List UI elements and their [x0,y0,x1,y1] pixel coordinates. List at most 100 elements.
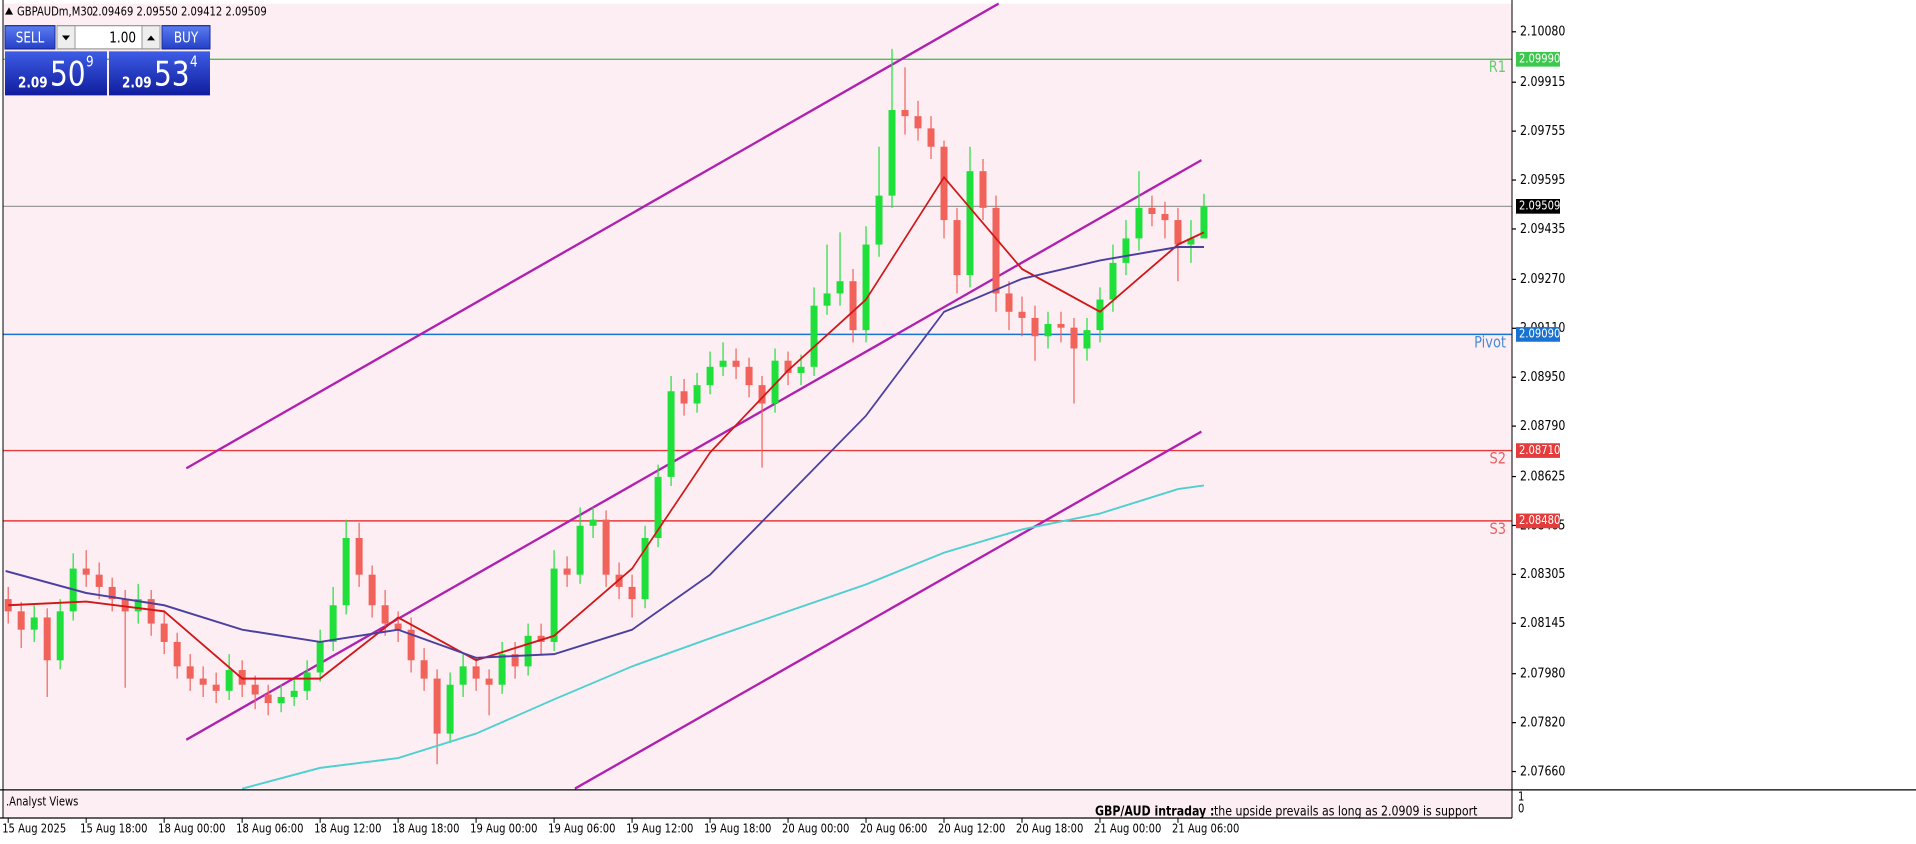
moving-average [242,484,1205,790]
candle-body [1031,317,1039,337]
level-tag-label: 2.08480 [1519,513,1560,527]
collapse-icon[interactable] [5,7,13,15]
y-tick-label: 2.09915 [1520,74,1565,89]
ask-box[interactable] [109,51,210,96]
candle-body [1161,213,1169,221]
ohlc: 2.09469 2.09550 2.09412 2.09509 [92,5,267,19]
candle-body [394,623,402,630]
bid-big: 2.09 [18,75,48,91]
candle-body [446,684,454,734]
candle-body [17,611,25,630]
candle-body [1200,206,1208,239]
candle-body [199,678,207,685]
candle-body [1148,207,1156,214]
x-tick-label: 19 Aug 06:00 [548,821,615,835]
level-name: Pivot [1474,334,1506,352]
sell-button[interactable] [4,25,56,50]
x-tick-label: 18 Aug 12:00 [314,821,381,835]
x-tick-label: 20 Aug 12:00 [938,821,1005,835]
trend-line [185,2,1000,470]
x-tick-label: 20 Aug 00:00 [782,821,849,835]
bid-point: 9 [86,55,94,71]
candle-body [927,128,935,147]
candle-body [849,281,857,331]
y-tick-label: 2.08790 [1520,418,1565,433]
moving-average [8,175,1205,680]
candle-body [914,116,922,129]
candle-body [784,360,792,373]
candle-body [680,391,688,404]
candle-body [264,694,272,704]
candle-body [225,670,233,691]
bid-box[interactable] [5,51,107,96]
candle-body [173,641,181,667]
axis-layer: 2.100802.099152.097552.095952.094352.092… [2,24,1565,836]
y-tick-label: 2.08950 [1520,369,1565,384]
candle-body [30,617,38,630]
up-arrow [147,35,155,41]
candle-body [368,574,376,606]
level-name: S3 [1489,521,1506,539]
indicator-title: .Analyst Views [6,794,79,808]
candle-body [472,666,480,679]
level-tag [1516,51,1560,67]
candle-body [563,568,571,575]
note-heading: GBP/AUD intraday : [1095,804,1214,819]
candle-body [1057,324,1065,328]
trend-line [574,430,1202,790]
candle-body [1044,324,1052,337]
candle-body [459,666,467,685]
buy-button[interactable] [161,25,211,50]
level-tag [1516,443,1560,458]
candle-body [134,599,142,612]
candle-body [212,684,220,691]
candle-body [1174,220,1182,245]
x-tick-label: 20 Aug 06:00 [860,821,927,835]
x-tick-label: 19 Aug 18:00 [704,821,771,835]
buy-label: BUY [174,30,199,46]
candle-body [108,586,116,600]
indicator-area [3,791,1512,817]
candle-body [706,366,714,386]
candle-body [316,641,324,673]
down-arrow [62,35,70,41]
candle-body [992,207,1000,294]
candle-body [966,171,974,276]
candle-body [186,666,194,679]
y-tick-label: 2.07980 [1520,666,1565,681]
candle-body [550,568,558,642]
sell-label: SELL [16,30,45,46]
y-tick-label: 2.09755 [1520,123,1565,138]
x-tick-label: 21 Aug 00:00 [1094,821,1161,835]
x-tick-label: 20 Aug 18:00 [1016,821,1083,835]
candle-body [95,574,103,587]
candle-body [381,605,389,624]
candle-body [693,385,701,404]
candle-body [342,537,350,606]
note-text: the upside prevails as long as 2.0909 is… [1214,804,1478,819]
level-name: S2 [1489,450,1506,468]
candle-body [745,366,753,386]
candle-body [407,629,415,661]
candle-body [1122,238,1130,263]
candle-body [4,599,12,612]
candle-body [485,678,493,685]
candle-body [654,476,662,538]
level-tag-label: 2.08710 [1519,443,1560,457]
candle-body [290,690,298,697]
trend-line [185,159,1202,741]
y-tick-label: 2.08305 [1520,566,1565,581]
plot-layer: R1 Pivot S2 S3 [3,2,1512,790]
x-tick-label: 19 Aug 12:00 [626,821,693,835]
candle-body [797,366,805,373]
x-tick-label: 15 Aug 2025 [2,821,66,835]
level-tag-label: 2.09990 [1519,52,1560,66]
level-tag [1516,513,1560,529]
candle-body [420,660,428,679]
candle-body [303,672,311,691]
candle-body [524,635,532,667]
candle-body [719,360,727,367]
candle-body [251,684,259,695]
candle-body [537,635,545,642]
